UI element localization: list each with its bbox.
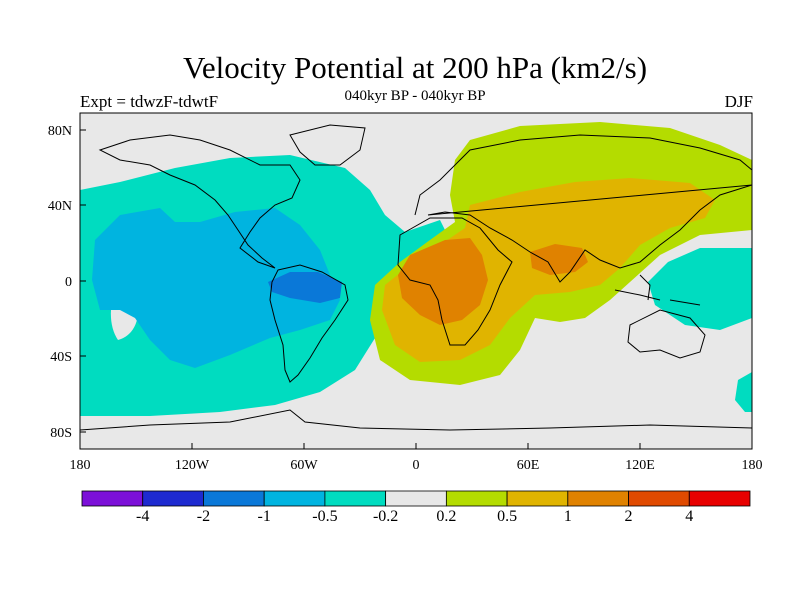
- chart-subtitle: 040kyr BP - 040kyr BP: [344, 88, 486, 104]
- negative-region-weak-west-pacific-south: [735, 372, 752, 412]
- negative-region-weak-west-pacific: [648, 248, 752, 330]
- colorbar-swatch: [142, 490, 204, 507]
- negative-region-strong: [268, 272, 342, 303]
- season-label: DJF: [724, 92, 753, 111]
- experiment-label: Expt = tdwzF-tdwtF: [80, 92, 219, 111]
- colorbar-swatch: [688, 490, 751, 507]
- colorbar-label: 2: [624, 508, 633, 525]
- colorbar-swatch: [628, 490, 690, 507]
- chart-title: Velocity Potential at 200 hPa (km2/s): [182, 50, 648, 85]
- x-tick-180e: 180: [742, 458, 763, 473]
- x-tick-60e: 60E: [517, 458, 540, 473]
- x-tick-0: 0: [413, 458, 420, 473]
- positive-region-strong-africa: [398, 238, 488, 325]
- y-tick-40n: 40N: [48, 199, 72, 214]
- colorbar: [81, 490, 751, 507]
- colorbar-label: 1: [563, 508, 572, 525]
- coast-eurasia: [414, 134, 752, 283]
- map-field: [80, 113, 752, 449]
- colorbar-swatch: [506, 490, 569, 507]
- x-tick-120w: 120W: [175, 458, 210, 473]
- colorbar-label: -0.5: [312, 508, 338, 525]
- coast-australia: [627, 309, 706, 359]
- x-tick-120e: 120E: [625, 458, 655, 473]
- colorbar-swatch: [81, 490, 144, 507]
- y-tick-80n: 80N: [48, 124, 72, 139]
- colorbar-label: 0.2: [436, 508, 457, 525]
- colorbar-swatch: [203, 490, 265, 507]
- colorbar-swatch: [385, 490, 447, 507]
- colorbar-label: -2: [196, 508, 211, 525]
- coast-north-america: [98, 134, 301, 269]
- colorbar-swatch: [567, 490, 629, 507]
- x-tick-60w: 60W: [290, 458, 318, 473]
- x-tick-180w: 180: [70, 458, 91, 473]
- y-tick-40s: 40S: [50, 350, 72, 365]
- colorbar-swatch: [445, 490, 508, 507]
- colorbar-swatch: [324, 490, 387, 507]
- coast-greenland: [289, 124, 366, 166]
- colorbar-label: -0.2: [372, 508, 399, 525]
- colorbar-label: -1: [257, 508, 271, 525]
- coast-indonesia: [614, 274, 701, 306]
- colorbar-swatch: [263, 490, 326, 507]
- colorbar-label: 0.5: [497, 508, 518, 525]
- coast-south-america: [269, 264, 349, 383]
- coast-antarctica: [80, 409, 752, 431]
- tick-marks: [79, 129, 753, 449]
- coastlines: [80, 124, 752, 431]
- y-tick-0: 0: [65, 275, 72, 290]
- colorbar-label: -4: [136, 508, 150, 525]
- colorbar-label: 4: [685, 508, 694, 525]
- coast-africa: [397, 217, 513, 346]
- y-tick-80s: 80S: [50, 426, 72, 441]
